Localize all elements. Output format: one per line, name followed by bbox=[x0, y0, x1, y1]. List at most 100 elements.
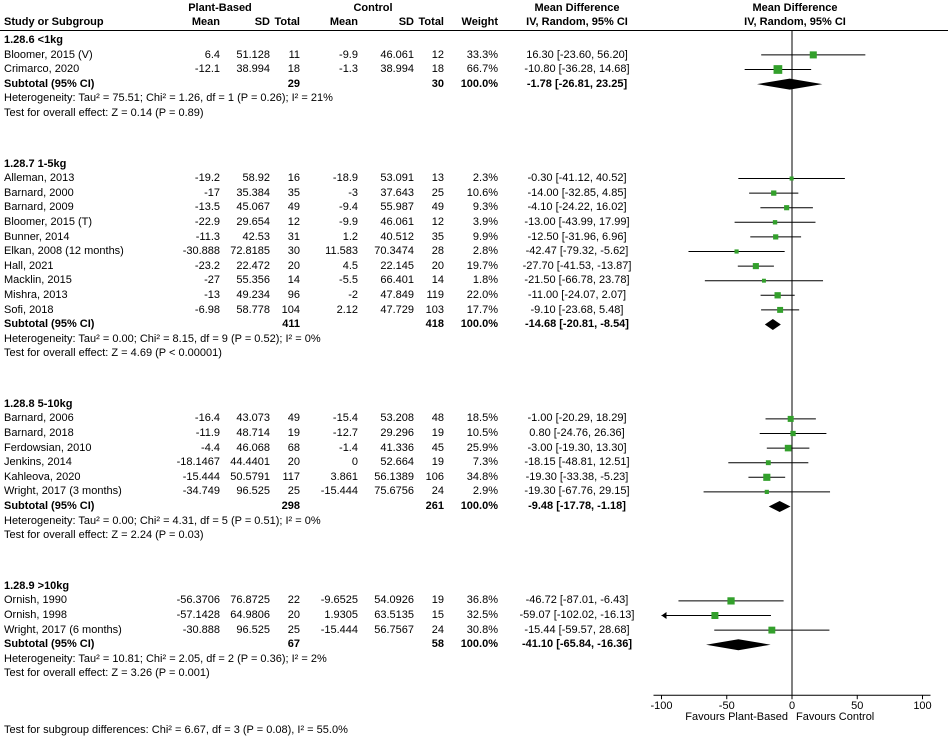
ctrl-mean: -15.444 bbox=[320, 485, 358, 498]
ctrl-total: 28 bbox=[431, 245, 444, 258]
pb-mean: -22.9 bbox=[194, 215, 220, 228]
md-plot-method-header: IV, Random, 95% CI bbox=[744, 16, 846, 28]
axis-tick-label: 0 bbox=[789, 700, 795, 712]
pb-mean: -18.1467 bbox=[176, 456, 220, 469]
study-name: Alleman, 2013 bbox=[4, 172, 75, 185]
ctrl-sd: 53.091 bbox=[380, 172, 414, 185]
pb-total: 104 bbox=[281, 303, 300, 316]
table-row: Heterogeneity: Tau² = 0.00; Chi² = 8.15,… bbox=[0, 332, 948, 347]
ctrl-total: 19 bbox=[431, 594, 444, 607]
ctrl-mean: -9.6525 bbox=[320, 594, 358, 607]
table-row: Jenkins, 2014 -18.1467 44.4401 20 0 52.664 19 7… bbox=[0, 455, 948, 470]
pb-total: 19 bbox=[287, 427, 300, 440]
table-row: Alleman, 2013 -19.2 58.92 16 -18.9 53.091 13 2.… bbox=[0, 171, 948, 186]
group-control-header: Control bbox=[353, 2, 393, 14]
table-row: Bloomer, 2015 (V) 6.4 51.128 11 -9.9 46.061 12… bbox=[0, 48, 948, 63]
weight: 66.7% bbox=[466, 63, 498, 76]
ctrl-mean: -9.4 bbox=[339, 201, 358, 214]
favours-right-label: Favours Control bbox=[796, 711, 875, 724]
table-row: Hall, 2021 -23.2 22.472 20 4.5 22.145 20 19.7% -… bbox=[0, 259, 948, 274]
subgroup-label: 1.28.9 >10kg bbox=[4, 579, 70, 592]
pb-sd: 96.525 bbox=[236, 485, 270, 498]
pb-total: 117 bbox=[282, 470, 300, 483]
table-row: 1.28.9 >10kg bbox=[0, 579, 948, 594]
pb-mean: -23.2 bbox=[194, 259, 220, 272]
ctrl-mean: 11.583 bbox=[325, 245, 358, 258]
col-ctrl-sd-header: SD bbox=[398, 16, 414, 28]
pb-total: 22 bbox=[287, 594, 300, 607]
ctrl-sd: 29.296 bbox=[380, 427, 414, 440]
group-plant-based-header: Plant-Based bbox=[188, 2, 252, 14]
ctrl-total: 119 bbox=[426, 288, 444, 301]
md-text-method-header: IV, Random, 95% CI bbox=[526, 16, 628, 28]
ctrl-mean: 1.2 bbox=[342, 230, 358, 243]
study-name: Wright, 2017 (3 months) bbox=[4, 485, 122, 498]
header-divider bbox=[0, 30, 948, 31]
pb-total: 11 bbox=[288, 48, 300, 61]
table-row: Bunner, 2014 -11.3 42.53 31 1.2 40.512 35 9.9% -… bbox=[0, 230, 948, 245]
ctrl-sd: 55.987 bbox=[380, 201, 414, 214]
ctrl-sd: 40.512 bbox=[380, 230, 414, 243]
pb-mean: -15.444 bbox=[182, 470, 220, 483]
table-row: Kahleova, 2020 -15.444 50.5791 117 3.861 56.1… bbox=[0, 470, 948, 485]
heterogeneity-text: Heterogeneity: Tau² = 0.00; Chi² = 8.15,… bbox=[4, 332, 321, 345]
table-row: Elkan, 2008 (12 months) -30.888 72.8185 30 1… bbox=[0, 244, 948, 259]
ctrl-sd: 46.061 bbox=[380, 215, 414, 228]
pb-total: 49 bbox=[287, 201, 300, 214]
study-name: Bloomer, 2015 (V) bbox=[4, 48, 93, 61]
table-row: Test for overall effect: Z = 0.14 (P = 0… bbox=[0, 106, 948, 121]
weight: 33.3% bbox=[466, 48, 498, 61]
table-row: Barnard, 2006 -16.4 43.073 49 -15.4 53.208 48 1… bbox=[0, 411, 948, 426]
ci-text: -19.30 [-67.76, 29.15] bbox=[524, 485, 630, 498]
ctrl-total: 35 bbox=[431, 230, 444, 243]
pb-mean: -13 bbox=[204, 288, 220, 301]
ctrl-mean: -15.4 bbox=[332, 412, 358, 425]
ci-text: -0.30 [-41.12, 40.52] bbox=[527, 172, 627, 185]
weight: 25.9% bbox=[466, 441, 498, 454]
ctrl-mean: -5.5 bbox=[339, 274, 358, 287]
ctrl-total: 24 bbox=[431, 623, 444, 636]
study-name: Mishra, 2013 bbox=[4, 288, 68, 301]
pb-total: 25 bbox=[287, 623, 300, 636]
study-name: Ornish, 1990 bbox=[4, 594, 67, 607]
pb-mean: -30.888 bbox=[182, 245, 220, 258]
table-row: Ornish, 1998 -57.1428 64.9806 20 1.9305 63.51… bbox=[0, 608, 948, 623]
weight: 34.8% bbox=[466, 470, 498, 483]
pb-mean: -56.3706 bbox=[176, 594, 220, 607]
ctrl-sd: 38.994 bbox=[380, 63, 414, 76]
ctrl-total: 106 bbox=[425, 470, 444, 483]
ci-text: -15.44 [-59.57, 28.68] bbox=[524, 623, 630, 636]
ci-text: -1.00 [-20.29, 18.29] bbox=[527, 412, 627, 425]
pb-subtotal-n: 298 bbox=[281, 500, 300, 513]
ci-text: -21.50 [-66.78, 23.78] bbox=[524, 274, 630, 287]
pb-mean: -57.1428 bbox=[176, 609, 220, 621]
ctrl-mean: -3 bbox=[348, 186, 358, 199]
pb-mean: -12.1 bbox=[194, 63, 220, 76]
ci-text: -4.10 [-24.22, 16.02] bbox=[527, 201, 627, 214]
table-row: Macklin, 2015 -27 55.356 14 -5.5 66.401 14 1.8%… bbox=[0, 273, 948, 288]
pb-total: 14 bbox=[287, 274, 300, 287]
weight: 1.8% bbox=[472, 274, 498, 287]
pb-sd: 96.525 bbox=[236, 623, 270, 636]
subtotal-weight: 100.0% bbox=[460, 77, 498, 90]
pb-mean: -13.5 bbox=[194, 201, 220, 214]
ctrl-sd: 56.1389 bbox=[374, 470, 414, 483]
pb-total: 35 bbox=[287, 186, 300, 199]
ctrl-mean: 2.12 bbox=[336, 303, 358, 316]
spacer-row bbox=[0, 121, 948, 157]
ctrl-mean: 0 bbox=[351, 456, 358, 469]
ctrl-mean: -12.7 bbox=[332, 427, 358, 440]
ctrl-sd: 56.7567 bbox=[374, 623, 414, 636]
pb-total: 25 bbox=[287, 485, 300, 498]
pb-sd: 43.073 bbox=[236, 412, 270, 425]
table-row: Test for overall effect: Z = 4.69 (P < 0… bbox=[0, 346, 948, 361]
table-row: Test for overall effect: Z = 3.26 (P = 0… bbox=[0, 666, 948, 681]
pb-sd: 55.356 bbox=[236, 274, 270, 287]
pb-mean: -27 bbox=[204, 274, 220, 287]
weight: 2.3% bbox=[472, 172, 498, 185]
subgroup-difference-test: Test for subgroup differences: Chi² = 6.… bbox=[4, 724, 348, 736]
ci-text: 16.30 [-23.60, 56.20] bbox=[526, 48, 628, 61]
study-name: Bloomer, 2015 (T) bbox=[4, 215, 93, 228]
ctrl-sd: 53.208 bbox=[380, 412, 414, 425]
pb-sd: 38.994 bbox=[236, 63, 270, 76]
